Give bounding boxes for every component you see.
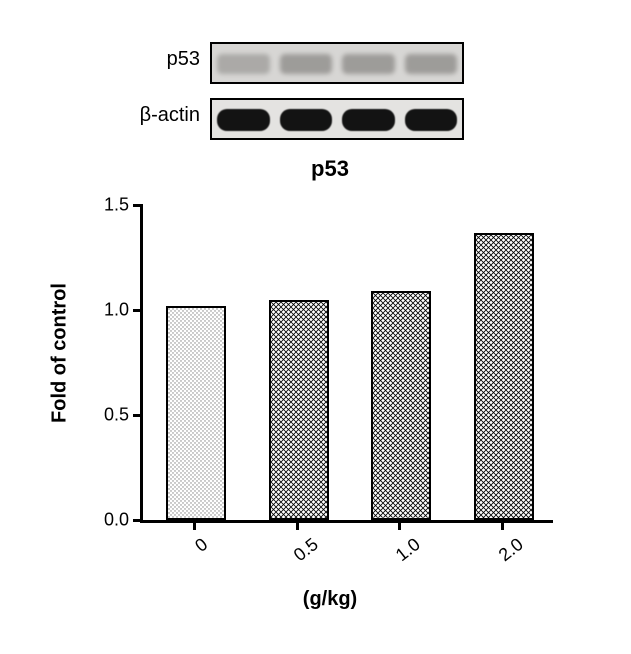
- plot-area: 0.00.51.01.500.51.02.0: [140, 205, 553, 523]
- blot-strip: [210, 98, 464, 140]
- blot-band: [405, 54, 458, 74]
- blot-row-label: β-actin: [100, 104, 200, 127]
- blot-band: [342, 109, 395, 131]
- blot-row-label: p53: [100, 48, 200, 71]
- blot-band: [280, 109, 333, 131]
- bar-fill: [476, 235, 532, 519]
- blot-band: [217, 54, 270, 74]
- blot-lane: [337, 100, 400, 138]
- x-tick: [501, 520, 504, 530]
- blot-lane: [212, 44, 275, 82]
- blot-band: [217, 109, 270, 131]
- blot-strip: [210, 42, 464, 84]
- blot-band: [280, 54, 333, 74]
- y-tick-label: 1.0: [104, 300, 129, 321]
- y-tick-label: 0.5: [104, 405, 129, 426]
- x-tick-label: 0.5: [290, 534, 323, 566]
- y-tick-label: 0.0: [104, 510, 129, 531]
- blot-lane: [400, 100, 463, 138]
- y-tick: [133, 414, 143, 417]
- bar: [474, 233, 534, 521]
- blot-lane: [337, 44, 400, 82]
- bar: [371, 291, 431, 520]
- x-tick: [296, 520, 299, 530]
- blot-band: [342, 54, 395, 74]
- blot-lane: [275, 100, 338, 138]
- bar-fill: [373, 293, 429, 518]
- x-tick: [193, 520, 196, 530]
- blot-lane: [275, 44, 338, 82]
- bar-fill: [168, 308, 224, 518]
- x-tick-label: 1.0: [392, 534, 425, 566]
- y-tick: [133, 519, 143, 522]
- y-tick: [133, 309, 143, 312]
- y-axis-label: Fold of control: [49, 283, 72, 423]
- x-tick-label: 0: [191, 534, 212, 557]
- x-tick: [398, 520, 401, 530]
- blot-band: [405, 109, 458, 131]
- y-tick: [133, 204, 143, 207]
- y-tick-label: 1.5: [104, 195, 129, 216]
- bar: [269, 300, 329, 520]
- bar-fill: [271, 302, 327, 518]
- blot-lane: [212, 100, 275, 138]
- bar: [166, 306, 226, 520]
- chart-title: p53: [270, 156, 390, 182]
- figure-root: p53 β-actin p53 Fold of control (g/kg) 0.…: [0, 0, 631, 654]
- x-tick-label: 2.0: [495, 534, 528, 566]
- x-axis-label: (g/kg): [270, 588, 390, 611]
- blot-lane: [400, 44, 463, 82]
